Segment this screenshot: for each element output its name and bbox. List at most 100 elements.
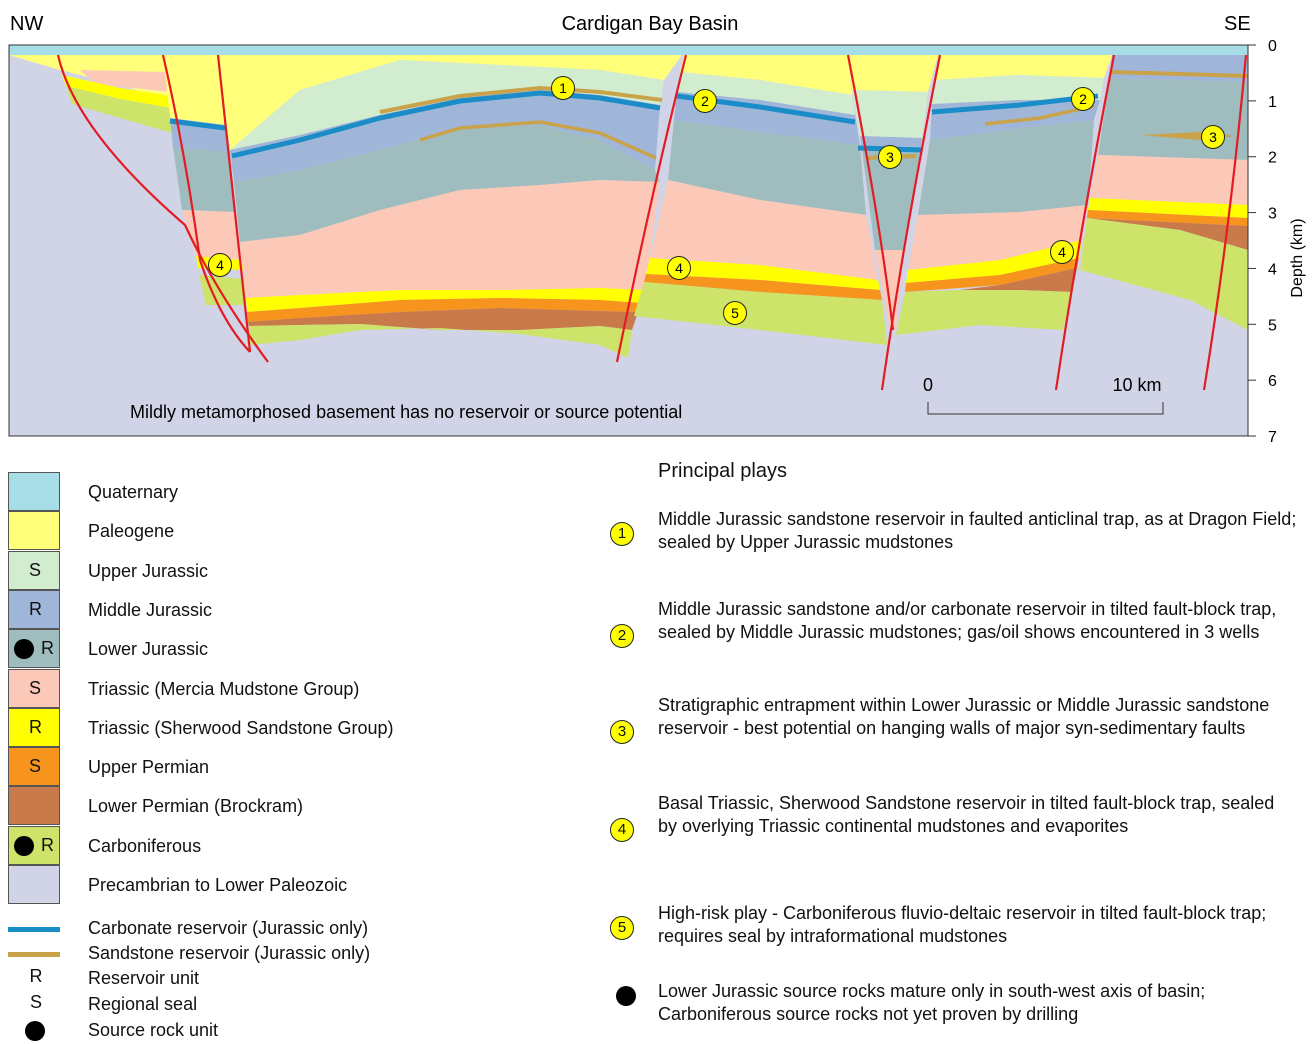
block-d-sherwood (646, 258, 880, 290)
depth-tick-label: 4 (1268, 261, 1277, 278)
block-g-sherwood (1088, 198, 1248, 218)
block-c-sandstone (379, 85, 663, 114)
play-marker-label: 1 (559, 80, 567, 96)
source-note-text: Lower Jurassic source rocks mature only … (658, 981, 1206, 1024)
fault-4 (615, 54, 688, 363)
source-rock-dot-icon (616, 986, 636, 1006)
block-d-paleogene (680, 55, 852, 95)
legend-symbol-item: R Reservoir unit (8, 966, 568, 992)
legend-swatch: S (8, 550, 60, 590)
play-marker-label: 3 (886, 149, 894, 165)
block-d-lower-jurassic (668, 120, 866, 215)
block-a-carboniferous (66, 86, 172, 133)
legend-swatch (8, 786, 60, 826)
block-g-carboniferous (1080, 218, 1248, 330)
scale-bar: 0 10 km (923, 375, 1164, 415)
legend-item: S Upper Permian (8, 747, 568, 787)
legend-label: Source rock unit (88, 1020, 219, 1040)
block-g-middle-jurassic (1110, 55, 1248, 82)
block-g-sandstone-top (1111, 70, 1248, 78)
depth-tick-label: 0 (1268, 38, 1277, 55)
section-title: Cardigan Bay Basin (562, 13, 739, 35)
block-c-lower-permian (248, 308, 638, 330)
play-number-badge: 2 (610, 624, 634, 648)
legend-label: Regional seal (88, 994, 198, 1014)
block-a (9, 55, 172, 133)
legend-swatch: R (8, 825, 60, 865)
cross-section: NW Cardigan Bay Basin SE (8, 13, 1306, 446)
fault-8 (1202, 54, 1248, 391)
fault-7 (1054, 54, 1116, 391)
block-f-lower-jurassic (918, 120, 1094, 215)
fault-2 (161, 54, 251, 353)
block-e-paleogene (848, 55, 938, 92)
play-description: Middle Jurassic sandstone reservoir in f… (658, 509, 1297, 552)
block-f-paleogene (935, 55, 1112, 80)
block-f-sandstone (984, 104, 1095, 126)
legend-label: Middle Jurassic (88, 599, 213, 620)
block-f-sherwood (906, 240, 1082, 283)
block-c-paleogene (218, 55, 682, 150)
block-d-upper-jurassic (677, 72, 855, 115)
play-description: Basal Triassic, Sherwood Sandstone reser… (658, 793, 1275, 836)
source-rock-dot-icon (25, 1021, 45, 1041)
play-number-badge: 1 (610, 522, 634, 546)
basement-note: Mildly metamorphosed basement has no res… (130, 402, 682, 422)
legend-swatch: R (8, 629, 60, 669)
legend-item: S Triassic (Mercia Mudstone Group) (8, 668, 568, 708)
legend-label: Carboniferous (88, 835, 202, 856)
block-f-carboniferous (896, 290, 1072, 335)
legend-swatch-letter: S (29, 756, 42, 777)
depth-tick-label: 7 (1268, 429, 1277, 446)
block-e-upper-jurassic (852, 90, 928, 138)
block-a-mercia (80, 70, 170, 92)
legend-item: S Upper Jurassic (8, 550, 568, 590)
play-marker-label: 3 (1209, 129, 1217, 145)
legend-item: R Triassic (Sherwood Sandstone Group) (8, 707, 568, 747)
block-f-lower-permian (960, 268, 1077, 292)
depth-tick-label: 3 (1268, 206, 1277, 223)
legend-swatch-letter: R (41, 834, 54, 855)
play-marker: 1 (551, 76, 575, 100)
legend-label: Quaternary (88, 482, 179, 502)
block-g-lower-permian (1087, 218, 1248, 250)
legend-item: R Middle Jurassic (8, 589, 568, 629)
play-marker: 3 (1201, 125, 1225, 149)
fault-5 (846, 54, 895, 331)
legend-swatch (8, 472, 60, 511)
block-c-sherwood (246, 288, 645, 312)
legend-item: R Lower Jurassic (8, 629, 568, 669)
legend-label: Lower Jurassic (88, 639, 209, 660)
block-g-upper-permian (1087, 210, 1248, 226)
plays-title: Principal plays (658, 460, 787, 482)
legend-symbol: R (29, 966, 43, 986)
legend-swatch (8, 511, 60, 551)
source-rock-dot-icon (14, 639, 34, 660)
legend-label: Upper Jurassic (88, 560, 209, 581)
legend-label: Reservoir unit (88, 968, 200, 988)
legend-symbol-item: Source rock unit (8, 1018, 568, 1044)
block-f-upper-jurassic (932, 75, 1104, 104)
depth-axis-label: Depth (km) (1289, 218, 1306, 297)
depth-tick-label: 6 (1268, 373, 1277, 390)
legend-symbol-item: S Regional seal (8, 992, 568, 1018)
play-number-badge: 4 (610, 818, 634, 842)
play-markers: 1 2 2 3 3 4 4 4 5 (208, 76, 1225, 325)
legend-swatch: S (8, 668, 60, 708)
legend-line-swatch (8, 952, 60, 957)
play-description: High-risk play - Carboniferous fluvio-de… (658, 903, 1267, 946)
play-marker-label: 4 (675, 260, 683, 276)
play-marker: 3 (878, 145, 902, 169)
legend-swatch: R (8, 589, 60, 629)
legend-label: Triassic (Sherwood Sandstone Group) (88, 717, 394, 738)
block-a-sherwood (62, 75, 171, 108)
block-e-lower-jurassic (862, 150, 920, 250)
block-c (218, 55, 682, 358)
play-marker: 4 (1050, 240, 1074, 264)
play-marker: 5 (723, 301, 747, 325)
faults (56, 54, 1248, 391)
legend-line-item: Carbonate reservoir (Jurassic only) (8, 916, 568, 942)
block-g-mercia (1090, 155, 1248, 205)
play-description: Stratigraphic entrapment within Lower Ju… (658, 695, 1270, 738)
legend-line-item: Sandstone reservoir (Jurassic only) (8, 941, 568, 967)
